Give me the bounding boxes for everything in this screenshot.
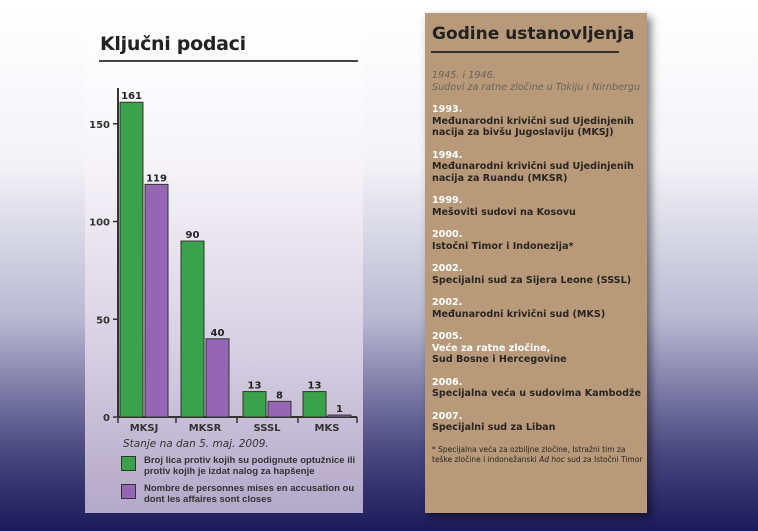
footnote-text: * Specijalna veća za ozbiljne zločine, I… xyxy=(432,444,626,464)
entry-text: Međunarodni krivični sud (MKS) xyxy=(432,308,606,320)
data-label: 119 xyxy=(146,173,167,184)
bar-sssl-indicted xyxy=(242,391,267,418)
data-label: 90 xyxy=(186,230,200,241)
entry-text: Međunarodni krivični sud Ujedinjenih xyxy=(432,161,634,172)
bar-chart: 0 50 100 150 161 119 MKSJ 90 40 MKSR 13 8 SSSL 13 1 MKS xyxy=(89,88,358,434)
x-tick-label: MKSR xyxy=(189,423,222,434)
bar-mks-closed xyxy=(327,414,352,418)
x-tick-label: SSSL xyxy=(253,423,281,434)
entry-text: nacija za Ruandu (MKSR) xyxy=(432,172,568,184)
timeline: 1945. i 1946. Sudovi za ratne zločine u T… xyxy=(432,70,647,465)
panel-title: Ključni podaci xyxy=(100,33,246,55)
timeline-entry: 1994. Međunarodni krivični sud Ujedinjeni… xyxy=(432,150,647,185)
entry-text: Istočni Timor i Indonezija* xyxy=(432,240,574,252)
entry-text: Veće za ratne zločine, xyxy=(432,342,551,354)
data-label: 8 xyxy=(276,390,283,401)
date-note: Stanje na dan 5. maj. 2009. xyxy=(123,438,269,450)
entry-year: 2002. xyxy=(432,297,463,308)
timeline-entry: 2007. Specijalni sud za Liban xyxy=(432,411,647,434)
data-label: 40 xyxy=(211,328,225,339)
footnote-text: sud za Istočni Timor xyxy=(564,454,643,464)
x-tick-label: MKSJ xyxy=(130,423,159,434)
legend: Broj lica protiv kojih su podignute optu… xyxy=(121,455,356,505)
timeline-entry: 1993. Međunarodni krivični sud Ujedinjeni… xyxy=(432,104,647,139)
entry-year: 2005. xyxy=(432,331,463,342)
bar-mksj-closed xyxy=(144,183,169,418)
timeline-entry: 2005. Veće za ratne zločine, Sud Bosne i H… xyxy=(432,331,647,366)
entry-year: 2006. xyxy=(432,376,463,388)
y-tick-label: 50 xyxy=(96,315,110,326)
legend-swatch-purple xyxy=(121,484,136,499)
entry-text: Specijalni sud za Sijera Leone (SSSL) xyxy=(432,274,632,286)
entry-text: Sud Bosne i Hercegovine xyxy=(432,354,567,365)
x-tick-label: MKS xyxy=(315,423,340,434)
data-label: 13 xyxy=(308,381,322,392)
entry-year: 2007. xyxy=(432,410,463,422)
footnote: * Specijalna veća za ozbiljne zločine, I… xyxy=(432,445,647,465)
data-label: 13 xyxy=(248,381,262,392)
key-data-panel: Ključni podaci 0 50 100 150 161 119 MKSJ 90 40 MK… xyxy=(85,15,363,513)
entry-year: 2000. xyxy=(432,229,463,240)
bar-mksr-closed xyxy=(205,338,230,418)
timeline-entry: 1945. i 1946. Sudovi za ratne zločine u T… xyxy=(432,70,647,93)
legend-swatch-green xyxy=(121,456,136,471)
entry-year: 1994. xyxy=(432,149,463,161)
bar-mksj-indicted xyxy=(119,101,144,418)
founding-years-panel: Godine ustanovljenja 1945. i 1946. Sudovi… xyxy=(425,13,647,513)
entry-year: 1945. i 1946. xyxy=(432,70,496,81)
timeline-entry: 1999. Mešoviti sudovi na Kosovu xyxy=(432,195,647,218)
y-tick-label: 100 xyxy=(89,218,110,229)
title-divider xyxy=(431,51,619,53)
data-label: 161 xyxy=(121,91,142,102)
footnote-text: Ad hoc xyxy=(539,454,565,464)
y-tick-label: 150 xyxy=(89,120,110,131)
y-tick-label: 0 xyxy=(103,413,110,424)
timeline-entry: 2000. Istočni Timor i Indonezija* xyxy=(432,229,647,252)
entry-text: Specijalna veća u sudovima Kambodže xyxy=(432,388,642,399)
bar-sssl-closed xyxy=(267,400,292,418)
legend-label: Broj lica protiv kojih su podignute optu… xyxy=(144,455,356,477)
timeline-entry: 2002. Međunarodni krivični sud (MKS) xyxy=(432,297,647,320)
timeline-entry: 2002. Specijalni sud za Sijera Leone (SSS… xyxy=(432,263,647,286)
entry-text: Međunarodni krivični sud Ujedinjenih xyxy=(432,115,634,127)
legend-label: Nombre de personnes mises en accusation … xyxy=(144,483,355,505)
legend-item-closed: Nombre de personnes mises en accusation … xyxy=(121,483,356,505)
panel-title: Godine ustanovljenja xyxy=(432,24,635,44)
bar-mks-indicted xyxy=(302,391,327,418)
legend-item-indicted: Broj lica protiv kojih su podignute optu… xyxy=(121,455,356,477)
entry-year: 2002. xyxy=(432,263,463,274)
entry-text: Mešoviti sudovi na Kosovu xyxy=(432,206,576,218)
entry-year: 1999. xyxy=(432,195,463,206)
timeline-entry: 2006. Specijalna veća u sudovima Kambodže xyxy=(432,377,647,400)
entry-year: 1993. xyxy=(432,104,463,115)
entry-text: Sudovi za ratne zločine u Tokiju i Nirnb… xyxy=(432,81,641,93)
title-divider xyxy=(99,60,358,62)
entry-text: nacija za bivšu Jugoslaviju (MKSJ) xyxy=(432,127,614,138)
entry-text: Specijalni sud za Liban xyxy=(432,422,556,433)
bar-mksr-indicted xyxy=(180,240,205,418)
data-label: 1 xyxy=(336,404,343,415)
